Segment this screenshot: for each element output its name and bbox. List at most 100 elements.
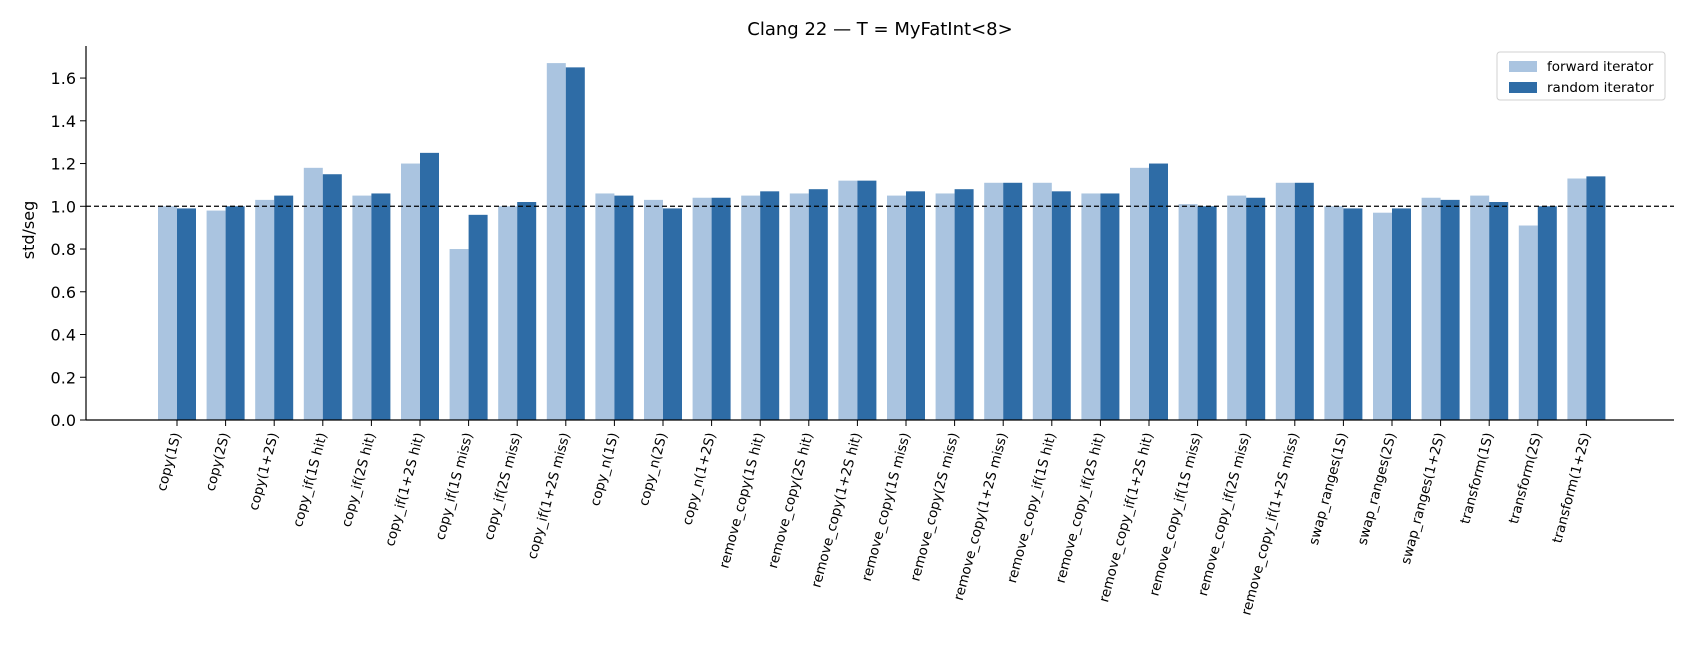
x-tick-label-3: copy_if(1S hit) [290, 431, 331, 529]
chart-title: Clang 22 — T = MyFatInt<8> [747, 19, 1012, 40]
bar-random-12 [760, 191, 780, 420]
bar-forward-23 [1275, 182, 1295, 420]
bar-forward-3 [303, 167, 323, 420]
bar-random-4 [371, 193, 391, 420]
legend-label-1: random iterator [1547, 80, 1654, 96]
legend-box [1496, 51, 1666, 101]
bar-forward-2 [255, 199, 275, 420]
x-tick-label-15: remove_copy(1S miss) [859, 431, 914, 583]
y-tick-label-5: 1.0 [51, 197, 76, 216]
bar-random-26 [1440, 199, 1460, 420]
y-tick-label-2: 0.4 [51, 326, 76, 345]
bar-random-23 [1294, 182, 1314, 420]
legend-label-0: forward iterator [1547, 59, 1654, 75]
y-tick-label-0: 0.0 [51, 411, 76, 430]
bar-forward-1 [206, 210, 226, 420]
bar-random-7 [517, 202, 537, 420]
x-tick-label-22: remove_copy_if(2S miss) [1195, 431, 1254, 598]
x-tick-label-29: transform(1+2S) [1549, 431, 1594, 545]
bar-random-22 [1246, 197, 1266, 420]
bar-random-5 [420, 152, 439, 421]
x-tick-label-17: remove_copy(1+2S miss) [951, 431, 1011, 602]
x-tick-label-20: remove_copy_if(1+2S hit) [1096, 431, 1157, 604]
y-tick-label-4: 0.8 [51, 240, 76, 259]
bar-forward-14 [838, 180, 858, 420]
y-tick-label-6: 1.2 [51, 155, 76, 174]
bar-random-14 [857, 180, 877, 420]
bar-forward-12 [741, 195, 761, 420]
bar-random-6 [468, 214, 488, 420]
bar-forward-7 [498, 206, 518, 420]
x-tick-label-16: remove_copy(2S miss) [907, 431, 962, 583]
x-tick-label-19: remove_copy_if(2S hit) [1053, 431, 1109, 585]
x-tick-label-2: copy(1+2S) [246, 431, 282, 512]
bar-random-18 [1051, 191, 1071, 420]
bar-random-1 [225, 206, 245, 420]
bar-forward-29 [1567, 178, 1587, 420]
x-tick-label-23: remove_copy_if(1+2S miss) [1238, 431, 1302, 617]
legend-swatch-1 [1509, 82, 1537, 93]
x-tick-label-8: copy_if(1+2S miss) [524, 431, 573, 561]
x-tick-label-25: swap_ranges(2S) [1354, 431, 1399, 547]
bar-random-3 [322, 174, 342, 420]
bar-forward-18 [1032, 182, 1052, 420]
plot-area: 0.0 0.2 0.4 0.6 0.8 1.0 1.2 1.4 1.6 copy(1S) copy(… [51, 46, 1674, 617]
x-tick-label-1: copy(2S) [202, 431, 233, 493]
x-tick-label-7: copy_if(2S miss) [481, 431, 525, 542]
x-tick-label-13: remove_copy(2S hit) [765, 431, 817, 570]
bar-forward-22 [1227, 195, 1247, 420]
bar-random-11 [711, 197, 731, 420]
bar-forward-20 [1130, 167, 1149, 420]
bar-forward-13 [789, 193, 809, 420]
bar-random-27 [1489, 202, 1509, 420]
x-tick-label-0: copy(1S) [154, 431, 185, 493]
y-tick-label-7: 1.4 [51, 112, 76, 131]
bar-forward-6 [449, 249, 469, 420]
bar-random-9 [614, 195, 634, 420]
x-tick-label-10: copy_n(2S) [636, 431, 671, 508]
bar-random-28 [1537, 206, 1557, 420]
x-tick-label-24: swap_ranges(1S) [1306, 431, 1351, 547]
bar-forward-8 [546, 63, 566, 420]
bar-random-24 [1343, 208, 1363, 420]
bar-forward-24 [1324, 206, 1344, 420]
bar-forward-9 [595, 193, 615, 420]
bar-random-29 [1586, 176, 1606, 420]
bar-random-20 [1149, 163, 1168, 421]
bar-random-2 [274, 195, 294, 420]
bar-random-0 [177, 208, 196, 420]
bar-random-8 [565, 67, 585, 421]
x-tick-label-21: remove_copy_if(1S miss) [1146, 431, 1205, 598]
x-tick-label-4: copy_if(2S hit) [339, 431, 380, 529]
x-tick-label-26: swap_ranges(1+2S) [1398, 431, 1449, 566]
legend-swatch-0 [1509, 61, 1537, 72]
x-tick-label-28: transform(2S) [1506, 431, 1546, 526]
bar-random-17 [1003, 182, 1023, 420]
bar-forward-16 [935, 193, 955, 420]
y-axis-label: std/seg [19, 201, 38, 260]
y-tick-label-3: 0.6 [51, 283, 76, 302]
bar-forward-26 [1421, 197, 1441, 420]
x-tick-label-18: remove_copy_if(1S hit) [1004, 431, 1060, 585]
y-tick-label-1: 0.2 [51, 368, 76, 387]
x-tick-label-12: remove_copy(1S hit) [716, 431, 768, 570]
bar-random-15 [906, 191, 925, 420]
bar-random-25 [1392, 208, 1411, 420]
bar-random-19 [1100, 193, 1120, 420]
bar-random-13 [808, 189, 828, 420]
bar-random-21 [1197, 206, 1217, 420]
bar-forward-5 [401, 163, 420, 421]
bar-forward-21 [1178, 204, 1198, 420]
x-tick-label-27: transform(1S) [1457, 431, 1497, 526]
bar-forward-28 [1518, 225, 1538, 420]
x-tick-label-14: remove_copy(1+2S hit) [808, 431, 865, 589]
x-tick-label-9: copy_n(1S) [587, 431, 622, 508]
bar-forward-15 [887, 195, 906, 420]
bar-random-16 [954, 189, 974, 420]
bar-forward-0 [158, 206, 177, 420]
y-tick-label-8: 1.6 [51, 69, 76, 88]
x-tick-label-11: copy_n(1+2S) [679, 431, 719, 527]
bar-forward-27 [1470, 195, 1490, 420]
bar-forward-17 [984, 182, 1004, 420]
